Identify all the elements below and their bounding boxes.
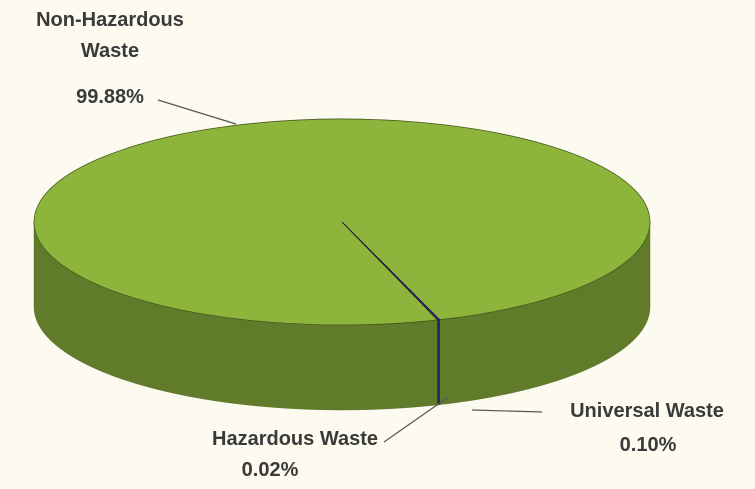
leader-line — [157, 99, 237, 125]
leader-line — [383, 397, 448, 443]
slice-value-label: 99.88% — [76, 86, 144, 108]
pie — [33, 118, 651, 411]
slice-top — [33, 118, 651, 326]
slice-value-label: 0.10% — [619, 434, 677, 456]
slice-label: Universal Waste — [570, 400, 724, 422]
slice-label: Non-Hazardous Waste — [36, 9, 184, 62]
slice-label: Hazardous Waste — [212, 428, 378, 450]
slice-side — [437, 319, 440, 406]
leader-line — [471, 409, 543, 413]
slice-value-label: 0.02% — [241, 459, 299, 481]
slice-top — [341, 221, 441, 321]
